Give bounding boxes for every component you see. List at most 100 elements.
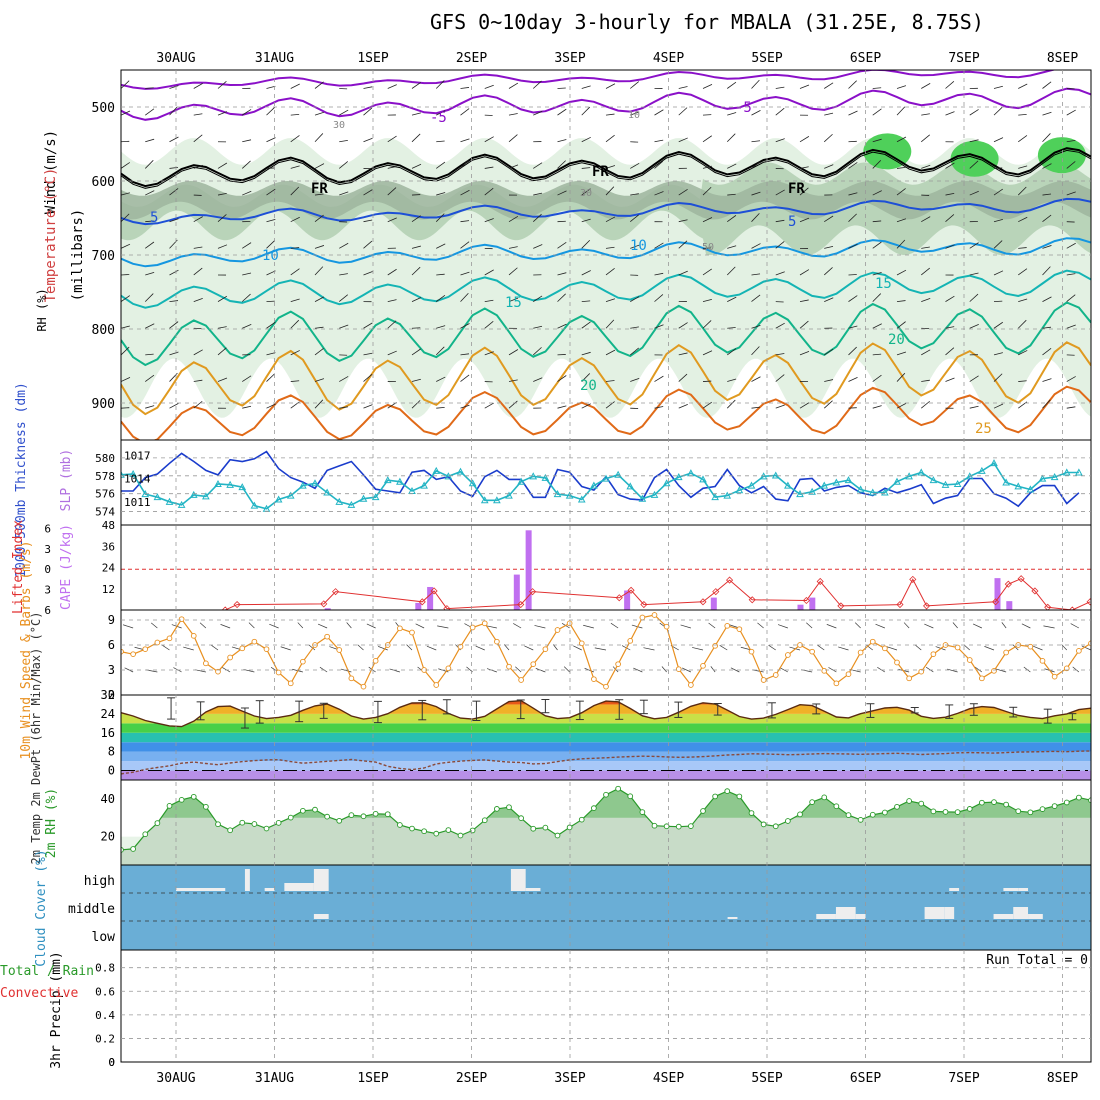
wind-barb <box>460 220 470 223</box>
rh2m-point <box>603 791 609 798</box>
contour-label-t_20: 20 <box>888 332 905 348</box>
slp-point <box>335 497 344 505</box>
wind-speed-point <box>954 644 961 651</box>
wind-barb <box>945 295 955 302</box>
wind-speed-point <box>121 648 124 655</box>
wind-barb <box>848 325 858 329</box>
wind-barb <box>121 346 130 356</box>
wind-barb <box>896 166 906 169</box>
wind-speed-point <box>894 659 900 666</box>
wind-barb <box>121 162 130 169</box>
contour-label-rh: 30 <box>580 188 592 199</box>
wind-barb <box>169 218 179 223</box>
wind-barb <box>945 192 955 196</box>
thickness-tick-label: 580 <box>95 452 115 465</box>
cape-bar <box>994 578 1001 610</box>
wind-barb <box>460 189 470 196</box>
wind-speed-point <box>518 677 524 683</box>
x-tick-label-top: 6SEP <box>850 51 881 66</box>
wind-barb <box>290 350 300 356</box>
wind-barb <box>1018 113 1027 116</box>
cloud-level-label: high <box>84 874 115 889</box>
wind-speed-point <box>372 657 379 664</box>
wind-barb <box>751 376 761 382</box>
wind-speed-point <box>397 625 403 632</box>
wind-barb <box>339 406 348 409</box>
surface-wind-barb <box>1001 622 1007 629</box>
wind-barb <box>557 323 567 329</box>
rh2m-point <box>821 794 828 801</box>
slp-point <box>189 490 198 498</box>
wind-barb <box>436 192 446 196</box>
wind-barb <box>242 375 252 382</box>
wind-barb <box>460 87 470 89</box>
wind-speed-point <box>700 662 706 669</box>
rh2m-point <box>494 806 500 812</box>
wind-barb <box>1042 193 1052 196</box>
surface-wind-barb <box>524 645 534 651</box>
wind-speed-point <box>688 682 694 688</box>
wind-barb <box>630 193 639 196</box>
lifted-index-point <box>221 606 229 610</box>
wind-barb <box>436 243 446 249</box>
wind-barb <box>193 379 203 382</box>
wind-barb <box>605 246 615 249</box>
surface-wind-barb <box>886 646 898 651</box>
wind-barb <box>411 82 421 89</box>
wind-barb <box>605 216 616 223</box>
wind-barb <box>411 163 422 169</box>
lifted-index-point <box>430 587 438 595</box>
wind-barb <box>508 164 519 169</box>
wind-barb <box>775 138 785 143</box>
wind-barb <box>581 136 591 143</box>
x-tick-label-bottom: 2SEP <box>456 1071 487 1086</box>
x-tick-label-bottom: 30AUG <box>156 1071 195 1086</box>
precip-tick-label: 0.4 <box>95 1009 115 1022</box>
rh2m-point <box>700 808 706 814</box>
pressure-tick-label: 700 <box>92 249 115 264</box>
wind-barb <box>121 110 131 116</box>
wind-barb <box>775 241 785 249</box>
wind-barb <box>751 346 760 356</box>
wind-axis-label: Wind (m/s) <box>43 130 59 214</box>
wind-barb <box>823 400 833 409</box>
wind-barb <box>993 219 1003 223</box>
wind-barb <box>339 376 349 382</box>
wind-speed-point <box>494 638 500 645</box>
wind-barb <box>1090 381 1091 382</box>
wind-barb <box>605 319 615 329</box>
wind-barb <box>678 219 688 223</box>
wind-barb <box>726 399 736 409</box>
surface-wind-barb <box>368 666 376 673</box>
wind-speed-point <box>785 652 791 658</box>
thickness-axis-label: 1000-500mb Thickness (dm) <box>14 382 29 578</box>
wind-barb <box>702 217 713 223</box>
rh2m-point <box>833 803 840 810</box>
wind-barb <box>387 166 397 169</box>
wind-barb <box>581 239 591 249</box>
wind-barb <box>751 273 761 276</box>
wind-speed-point <box>869 638 876 645</box>
wind-barb <box>338 161 349 169</box>
wind-barb <box>993 240 1003 249</box>
wind-barb <box>872 87 882 89</box>
temp-contour-25 <box>121 341 1091 416</box>
surface-wind-barb <box>317 623 328 629</box>
wind-barb <box>387 84 397 89</box>
wind-speed-point <box>215 668 221 675</box>
rh2m-point <box>251 821 258 827</box>
wind-layer <box>121 612 1091 690</box>
wind-barb <box>702 268 712 276</box>
wind-barb <box>799 136 810 143</box>
wind-barb <box>581 351 591 356</box>
wind-speed-point <box>227 654 233 661</box>
wind-speed-point <box>263 646 270 653</box>
slp-point <box>577 495 586 503</box>
contour-label-t_m5: -5 <box>735 100 752 116</box>
cloud-mid-bar <box>727 917 738 919</box>
surface-wind-barb <box>415 623 425 629</box>
wind-barb <box>581 167 591 169</box>
rh2m-point <box>215 821 221 828</box>
rh2m-point <box>397 822 403 828</box>
rh2m-point <box>1003 801 1009 808</box>
